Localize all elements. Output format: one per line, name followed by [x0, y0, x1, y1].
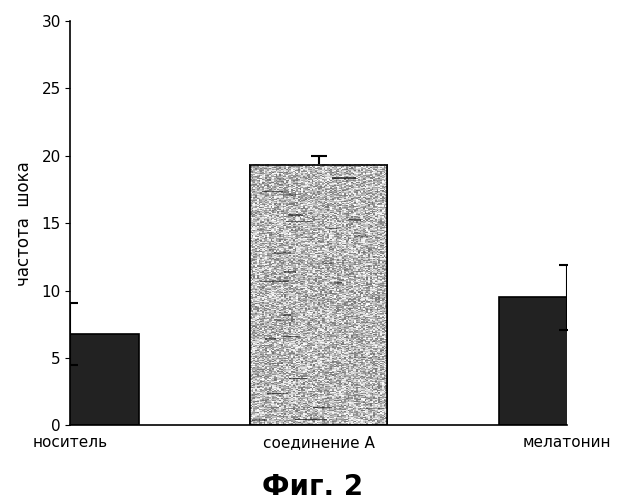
- Bar: [250, 165, 387, 425]
- Y-axis label: частота  шока: частота шока: [15, 161, 33, 286]
- Bar: [2, 334, 139, 426]
- Bar: [498, 298, 626, 426]
- Text: Фиг. 2: Фиг. 2: [262, 473, 364, 500]
- Bar: [250, 165, 387, 425]
